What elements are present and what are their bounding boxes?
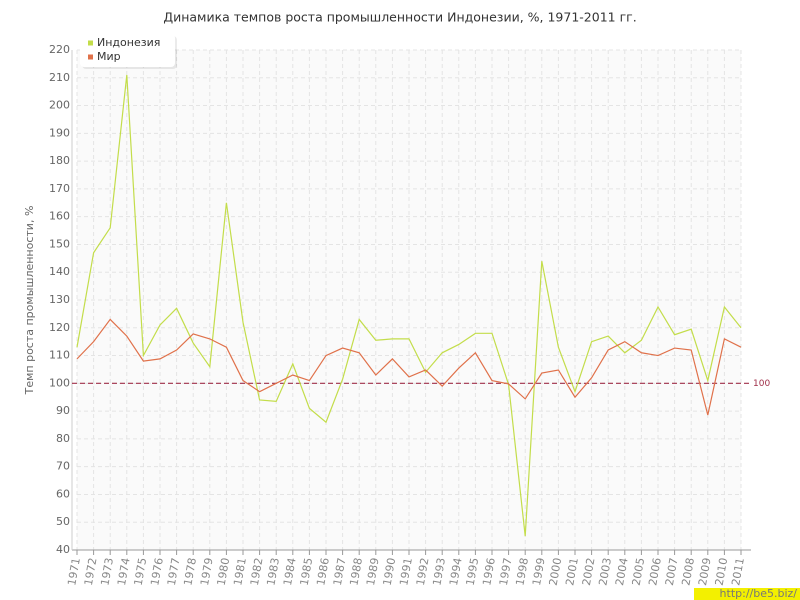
x-tick-label: 1985 xyxy=(298,557,316,587)
x-tick-label: 1994 xyxy=(447,557,465,587)
y-tick-label: 190 xyxy=(49,126,70,139)
y-tick-label: 90 xyxy=(56,404,70,417)
x-tick-label: 1978 xyxy=(181,557,199,587)
series-line xyxy=(76,318,742,416)
x-tick-label: 1982 xyxy=(248,557,266,587)
legend-label: Мир xyxy=(97,50,121,63)
watermark: http://be5.biz/ xyxy=(720,587,798,600)
x-tick-label: 2001 xyxy=(563,557,581,587)
legend-swatch xyxy=(88,40,93,46)
x-tick-label: 2000 xyxy=(547,557,565,587)
x-tick-label: 1979 xyxy=(198,557,216,587)
y-tick-label: 140 xyxy=(49,265,70,278)
y-tick-label: 120 xyxy=(49,321,70,334)
y-tick-label: 80 xyxy=(56,432,70,445)
x-tick-label: 1988 xyxy=(347,557,365,587)
y-tick-label: 210 xyxy=(49,71,70,84)
x-tick-label: 2009 xyxy=(696,557,714,587)
x-tick-label: 2004 xyxy=(613,557,631,587)
legend-box xyxy=(80,34,175,67)
chart-title: Динамика темпов роста промышленности Инд… xyxy=(163,10,636,25)
y-tick-label: 130 xyxy=(49,293,70,306)
x-tick-label: 1989 xyxy=(364,557,382,587)
watermark-box xyxy=(694,588,800,600)
x-tick-label: 1984 xyxy=(281,557,299,587)
series-line xyxy=(76,74,742,537)
x-tick-label: 1987 xyxy=(331,557,349,587)
y-tick-label: 170 xyxy=(49,182,70,195)
y-tick-label: 200 xyxy=(49,99,70,112)
y-tick-label: 60 xyxy=(56,487,70,500)
x-tick-label: 2010 xyxy=(713,557,731,587)
reference-label: 100 xyxy=(753,379,770,389)
y-tick-label: 70 xyxy=(56,460,70,473)
y-tick-label: 40 xyxy=(56,543,70,556)
x-tick-label: 1995 xyxy=(464,557,482,587)
x-tick-label: 2008 xyxy=(679,557,697,587)
y-tick-label: 50 xyxy=(56,515,70,528)
x-tick-label: 1990 xyxy=(381,557,399,587)
x-tick-label: 1996 xyxy=(480,557,498,587)
y-tick-label: 100 xyxy=(49,376,70,389)
legend-label: Индонезия xyxy=(97,36,160,49)
x-tick-label: 1973 xyxy=(98,557,116,587)
x-tick-label: 1997 xyxy=(497,557,515,587)
y-tick-label: 220 xyxy=(49,43,70,56)
y-tick-label: 160 xyxy=(49,210,70,223)
x-tick-label: 2011 xyxy=(729,557,747,587)
x-tick-label: 2003 xyxy=(596,557,614,587)
x-tick-label: 1981 xyxy=(231,557,249,587)
x-tick-label: 2005 xyxy=(630,557,648,587)
y-axis-label: Темп роста промышленности, % xyxy=(23,206,36,396)
x-tick-label: 1999 xyxy=(530,557,548,587)
x-tick-label: 1972 xyxy=(82,557,100,587)
x-tick-label: 1998 xyxy=(513,557,531,587)
x-tick-label: 1993 xyxy=(430,557,448,587)
x-tick-label: 1983 xyxy=(264,557,282,587)
legend-swatch xyxy=(88,54,93,60)
x-tick-label: 1991 xyxy=(397,557,415,587)
x-tick-label: 1980 xyxy=(215,557,233,587)
x-tick-label: 1976 xyxy=(148,557,166,587)
x-tick-label: 2006 xyxy=(646,557,664,587)
y-tick-label: 150 xyxy=(49,237,70,250)
x-tick-label: 1977 xyxy=(165,557,183,587)
x-tick-label: 1974 xyxy=(115,557,133,587)
x-tick-label: 1975 xyxy=(132,557,150,587)
x-tick-label: 1992 xyxy=(414,557,432,587)
y-tick-label: 110 xyxy=(49,349,70,362)
x-tick-label: 1986 xyxy=(314,557,332,587)
x-tick-label: 2002 xyxy=(580,557,598,587)
y-tick-label: 180 xyxy=(49,154,70,167)
x-tick-label: 2007 xyxy=(663,557,681,587)
x-tick-label: 1971 xyxy=(65,557,83,587)
